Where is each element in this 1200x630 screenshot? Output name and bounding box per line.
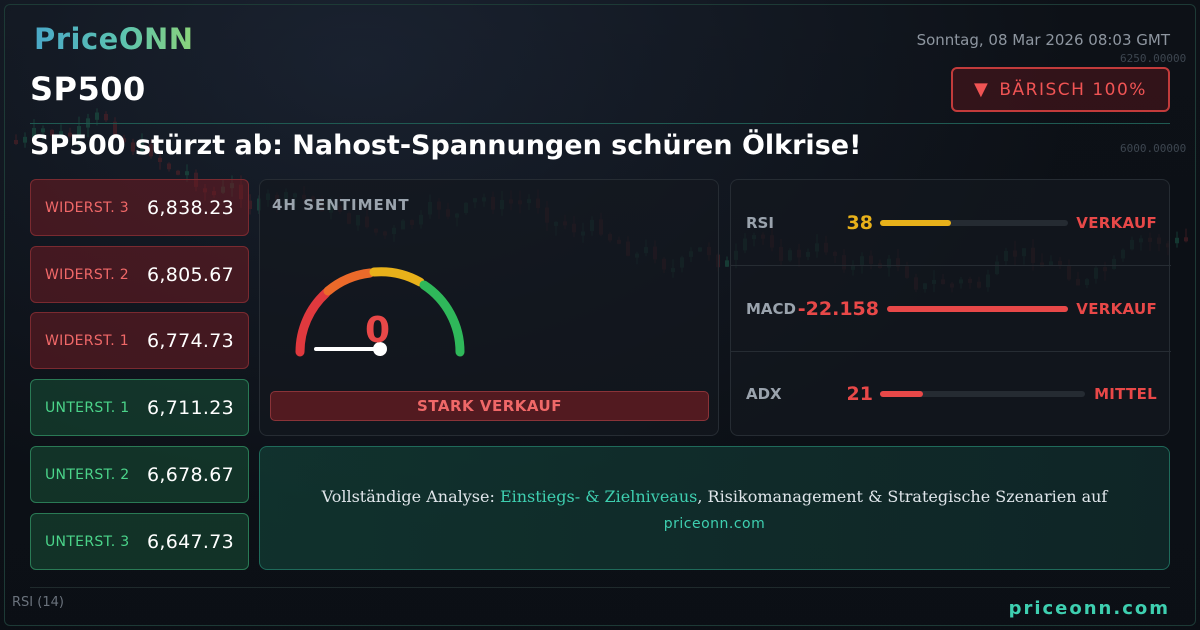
indicator-bar <box>880 220 1068 226</box>
background-candle <box>59 131 63 138</box>
level-label: UNTERST. 3 <box>45 533 130 550</box>
bearish-badge: ▼ BÄRISCH 100% <box>951 67 1170 112</box>
level-label: WIDERST. 2 <box>45 266 129 283</box>
indicator-signal: VERKAUF <box>1076 213 1157 232</box>
background-candle <box>158 157 162 163</box>
indicator-name: MACD <box>746 299 796 318</box>
symbol-title: SP500 <box>30 70 146 108</box>
indicator-bar <box>880 391 1085 397</box>
support-level-1: UNTERST. 1 6,711.23 <box>30 379 249 436</box>
brand-logo: PriceONN <box>34 22 194 56</box>
indicator-bar-fill <box>880 391 924 397</box>
axis-label: 6000.00000 <box>1120 142 1187 155</box>
indicator-name: RSI <box>746 213 774 232</box>
indicator-bar-fill <box>887 306 1068 312</box>
cta-prefix: Vollständige Analyse: <box>321 487 500 506</box>
indicator-row-macd: MACD -22.158 VERKAUF <box>731 266 1171 351</box>
background-candle <box>86 118 90 128</box>
background-candle <box>185 171 189 176</box>
sentiment-title: 4H SENTIMENT <box>272 196 410 214</box>
indicator-signal: VERKAUF <box>1076 299 1157 318</box>
divider <box>731 351 1171 352</box>
background-candle <box>725 260 729 267</box>
indicators-panel: RSI 38 VERKAUF MACD -22.158 VERKAUF ADX … <box>730 179 1171 436</box>
background-candle <box>50 129 54 136</box>
sentiment-gauge <box>295 267 465 357</box>
background-rsi-label: RSI (14) <box>12 595 64 610</box>
cta-text: Vollständige Analyse: Einstiegs- & Zieln… <box>260 487 1169 506</box>
background-candle <box>149 144 153 157</box>
background-candle <box>1175 237 1179 244</box>
background-candle <box>95 112 99 120</box>
indicator-value: -22.158 <box>797 297 879 320</box>
background-candle <box>176 170 180 175</box>
background-candle <box>32 127 36 139</box>
cta-site-link[interactable]: priceonn.com <box>663 516 766 532</box>
divider <box>731 265 1171 266</box>
axis-label: 6250.00000 <box>1120 52 1187 65</box>
level-value: 6,838.23 <box>147 196 235 219</box>
indicator-bar-fill <box>880 220 952 226</box>
headline: SP500 stürzt ab: Nahost-Spannungen schür… <box>30 130 862 161</box>
indicator-value: 21 <box>846 382 873 405</box>
background-candle <box>140 142 144 153</box>
background-candle <box>104 114 108 121</box>
background-candle <box>14 140 18 144</box>
background-candle <box>68 132 72 137</box>
support-level-3: UNTERST. 3 6,647.73 <box>30 513 249 570</box>
down-triangle-icon: ▼ <box>974 79 990 100</box>
sentiment-signal: STARK VERKAUF <box>270 391 709 421</box>
background-candle <box>122 138 126 143</box>
level-label: WIDERST. 3 <box>45 199 129 216</box>
analysis-cta[interactable]: Vollständige Analyse: Einstiegs- & Zieln… <box>259 446 1170 570</box>
cta-suffix: , Risikomanagement & Strategische Szenar… <box>697 487 1108 506</box>
indicator-bar <box>887 306 1068 312</box>
level-label: WIDERST. 1 <box>45 332 129 349</box>
level-value: 6,805.67 <box>147 263 235 286</box>
level-value: 6,647.73 <box>147 530 235 553</box>
support-level-2: UNTERST. 2 6,678.67 <box>30 446 249 503</box>
badge-label: BÄRISCH 100% <box>999 79 1147 100</box>
background-candle <box>77 126 81 138</box>
indicator-row-adx: ADX 21 MITTEL <box>731 351 1171 436</box>
timestamp: Sonntag, 08 Mar 2026 08:03 GMT <box>916 31 1170 49</box>
level-value: 6,774.73 <box>147 329 235 352</box>
background-candle <box>248 200 252 209</box>
resistance-level-3: WIDERST. 3 6,838.23 <box>30 179 249 236</box>
sentiment-panel: 4H SENTIMENT 0 STARK VERKAUF <box>259 179 719 436</box>
divider <box>30 123 1170 124</box>
resistance-level-1: WIDERST. 1 6,774.73 <box>30 312 249 369</box>
background-candle <box>1184 237 1188 242</box>
indicator-row-rsi: RSI 38 VERKAUF <box>731 180 1171 265</box>
level-value: 6,678.67 <box>147 463 235 486</box>
background-candle <box>167 163 171 170</box>
background-candle <box>41 128 45 133</box>
resistance-level-2: WIDERST. 2 6,805.67 <box>30 246 249 303</box>
level-label: UNTERST. 2 <box>45 466 130 483</box>
indicator-signal: MITTEL <box>1094 384 1157 403</box>
sentiment-value: 0 <box>365 310 391 351</box>
background-candle <box>23 136 27 143</box>
background-candle <box>113 121 117 137</box>
footer-site-link[interactable]: priceonn.com <box>1008 598 1170 619</box>
level-label: UNTERST. 1 <box>45 399 130 416</box>
indicator-name: ADX <box>746 384 782 403</box>
indicator-value: 38 <box>846 211 873 234</box>
level-value: 6,711.23 <box>147 396 235 419</box>
background-candle <box>131 142 135 152</box>
cta-highlight[interactable]: Einstiegs- & Zielniveaus <box>499 487 698 506</box>
footer-divider <box>30 587 1170 588</box>
